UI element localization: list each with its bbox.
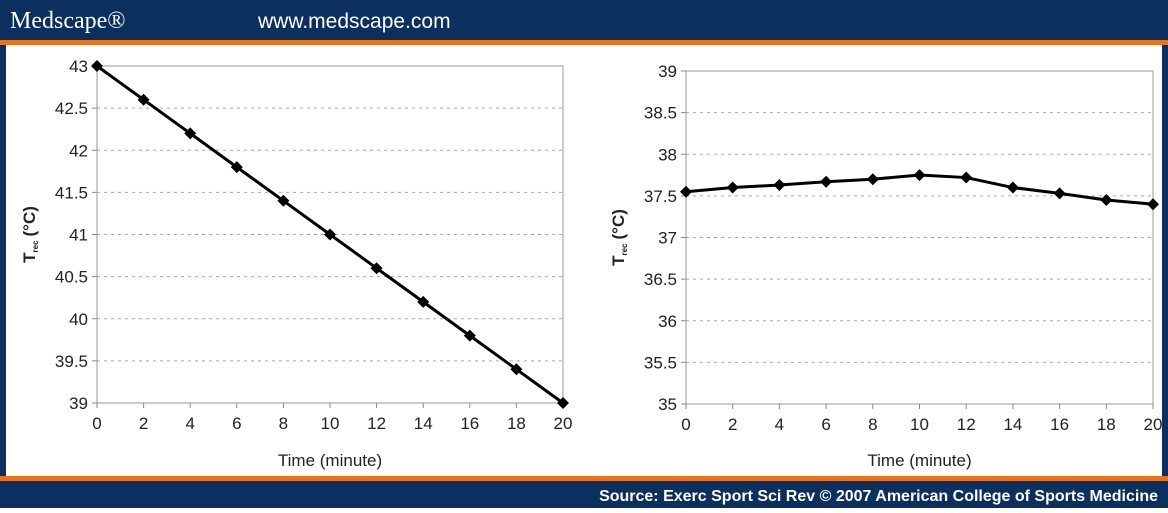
y-tick-label: 35 <box>658 395 677 414</box>
data-point <box>1053 187 1066 200</box>
y-axis-label: Trec (°C) <box>609 209 629 266</box>
x-tick-label: 16 <box>1050 415 1069 434</box>
x-tick-label: 6 <box>821 415 830 434</box>
x-tick-label: 14 <box>414 414 433 433</box>
right-border <box>1162 45 1168 476</box>
y-axis-label-part: (°C) <box>609 209 628 239</box>
x-tick-label: 12 <box>367 414 386 433</box>
data-point <box>1100 194 1113 207</box>
y-tick-label: 43 <box>69 57 88 76</box>
data-point <box>773 179 786 192</box>
x-tick-label: 4 <box>185 414 194 433</box>
data-point <box>91 60 103 72</box>
y-axis-label-part: (°C) <box>20 206 39 236</box>
data-point <box>417 295 430 308</box>
x-tick-label: 18 <box>1097 415 1116 434</box>
data-point <box>324 228 336 241</box>
data-point <box>277 194 290 207</box>
x-tick-label: 20 <box>1144 415 1163 434</box>
data-point <box>960 171 973 184</box>
y-tick-label: 38 <box>658 145 677 164</box>
y-tick-label: 41.5 <box>55 183 88 202</box>
x-tick-label: 20 <box>554 414 573 433</box>
data-point <box>184 127 197 140</box>
data-point <box>913 169 926 182</box>
x-tick-label: 8 <box>868 415 877 434</box>
footer-rule <box>0 476 1168 481</box>
data-point <box>370 262 383 275</box>
data-point <box>726 181 739 194</box>
y-axis-label-part: T <box>609 255 628 266</box>
x-tick-label: 2 <box>728 415 737 434</box>
data-point <box>680 185 692 198</box>
y-tick-label: 40.5 <box>55 268 88 287</box>
data-point <box>230 161 243 174</box>
y-axis-label: Trec (°C) <box>20 206 40 263</box>
data-point <box>1147 198 1159 211</box>
y-tick-label: 41 <box>69 226 88 245</box>
y-tick-label: 36 <box>658 312 677 331</box>
y-tick-label: 37 <box>658 229 677 248</box>
data-point <box>1006 181 1019 194</box>
y-tick-label: 42 <box>69 141 88 160</box>
data-point <box>463 329 476 342</box>
site-url: www.medscape.com <box>257 10 451 33</box>
y-tick-label: 36.5 <box>644 270 677 289</box>
y-tick-label: 39.5 <box>55 352 88 371</box>
data-point <box>557 397 569 409</box>
data-point <box>820 175 833 188</box>
y-tick-label: 35.5 <box>644 353 677 372</box>
header-bar <box>0 0 1168 40</box>
x-tick-label: 10 <box>910 415 929 434</box>
data-point <box>137 93 150 106</box>
x-tick-label: 16 <box>460 414 479 433</box>
y-tick-label: 39 <box>69 394 88 413</box>
data-point <box>510 363 523 376</box>
y-tick-label: 40 <box>69 310 88 329</box>
x-tick-label: 12 <box>957 415 976 434</box>
y-axis-label-part: rec <box>31 240 40 253</box>
y-tick-label: 42.5 <box>55 99 88 118</box>
x-tick-label: 2 <box>139 414 148 433</box>
x-tick-label: 8 <box>279 414 288 433</box>
brand: Medscape® <box>10 8 126 34</box>
source: Source: Exerc Sport Sci Rev © 2007 Ameri… <box>599 488 1158 505</box>
x-tick-label: 0 <box>92 414 101 433</box>
header-rule <box>0 40 1168 45</box>
x-tick-label: 10 <box>321 414 340 433</box>
left-border <box>0 45 6 476</box>
data-point <box>866 173 879 186</box>
y-axis-label-part: rec <box>620 243 629 256</box>
x-tick-label: 4 <box>775 415 784 434</box>
y-axis-label-part: T <box>20 252 39 263</box>
x-axis-label: Time (minute) <box>278 451 382 470</box>
x-tick-label: 6 <box>232 414 241 433</box>
y-tick-label: 38.5 <box>644 104 677 123</box>
y-tick-label: 39 <box>658 62 677 81</box>
footer-bar <box>0 481 1168 508</box>
x-tick-label: 18 <box>507 414 526 433</box>
x-tick-label: 14 <box>1003 415 1022 434</box>
x-tick-label: 0 <box>681 415 690 434</box>
x-axis-label: Time (minute) <box>867 451 971 470</box>
y-tick-label: 37.5 <box>644 187 677 206</box>
